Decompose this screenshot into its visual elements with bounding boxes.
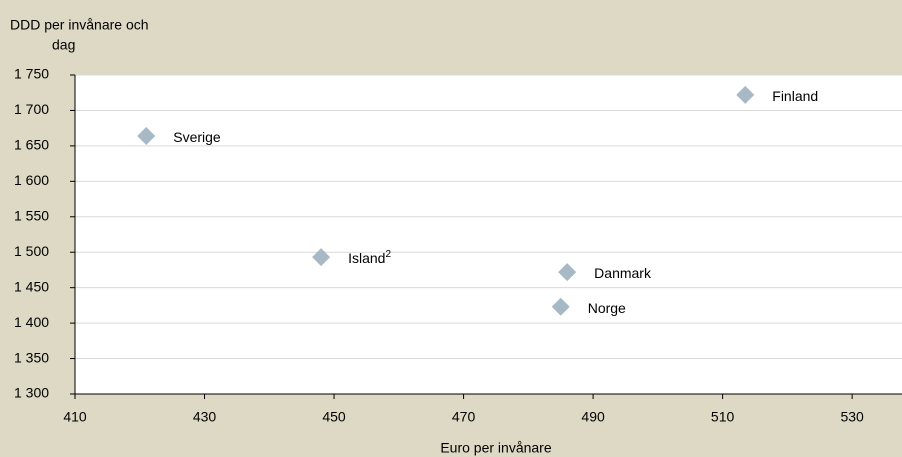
y-tick-label: 1 300 xyxy=(14,385,49,401)
x-tick-label: 530 xyxy=(840,409,864,425)
x-tick-label: 430 xyxy=(193,409,217,425)
x-tick-label: 470 xyxy=(452,409,476,425)
y-tick-label: 1 550 xyxy=(14,207,49,223)
point-label-note: 2 xyxy=(385,249,391,260)
y-tick-label: 1 350 xyxy=(14,349,49,365)
y-tick-label: 1 650 xyxy=(14,137,49,153)
y-tick-label: 1 700 xyxy=(14,101,49,117)
point-label: Sverige xyxy=(173,129,221,145)
x-tick-label: 490 xyxy=(581,409,605,425)
x-tick-label: 510 xyxy=(711,409,735,425)
plot-area xyxy=(75,75,902,394)
point xyxy=(558,263,577,282)
point-label-text: Norge xyxy=(588,300,626,316)
y-axis-title: dag xyxy=(52,37,75,53)
point-label-text: Sverige xyxy=(173,129,221,145)
point-label: Island2 xyxy=(348,249,391,266)
point xyxy=(137,126,156,145)
y-axis-title: DDD per invånare och xyxy=(10,17,149,33)
point-label-text: Island xyxy=(348,250,385,266)
x-axis-title: Euro per invånare xyxy=(440,440,552,456)
y-tick-label: 1 450 xyxy=(14,278,49,294)
point xyxy=(551,297,570,316)
point-label-text: Finland xyxy=(772,88,818,104)
y-tick-label: 1 750 xyxy=(14,66,49,82)
y-tick-label: 1 500 xyxy=(14,243,49,259)
point-label: Finland xyxy=(772,88,818,104)
x-tick-label: 450 xyxy=(322,409,346,425)
point-label: Norge xyxy=(588,300,626,316)
point xyxy=(736,85,755,104)
point-label-text: Danmark xyxy=(594,265,652,281)
y-tick-label: 1 400 xyxy=(14,314,49,330)
point-label: Danmark xyxy=(594,265,652,281)
point xyxy=(312,248,331,267)
y-tick-label: 1 600 xyxy=(14,172,49,188)
x-tick-label: 410 xyxy=(63,409,87,425)
